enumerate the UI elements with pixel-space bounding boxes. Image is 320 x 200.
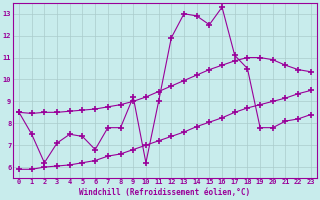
X-axis label: Windchill (Refroidissement éolien,°C): Windchill (Refroidissement éolien,°C) — [79, 188, 251, 197]
